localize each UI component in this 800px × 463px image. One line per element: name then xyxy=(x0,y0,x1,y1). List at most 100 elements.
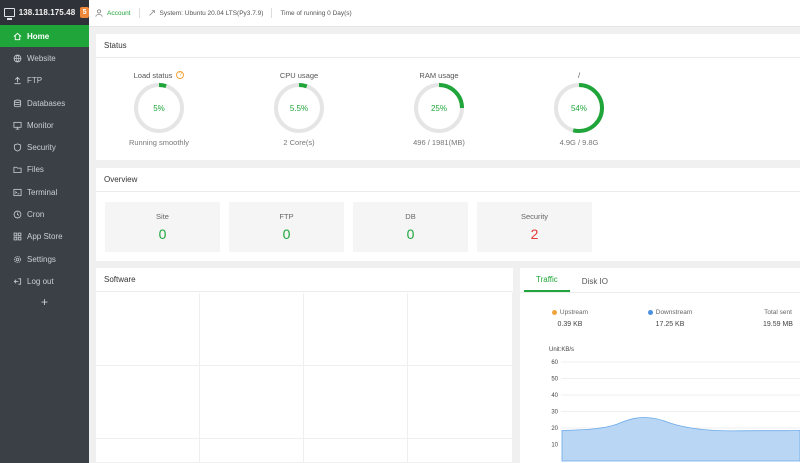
overview-card-db[interactable]: DB 0 xyxy=(353,202,468,252)
globe-icon xyxy=(12,53,22,63)
overview-card-label: FTP xyxy=(279,212,294,221)
gauge-2[interactable]: RAM usage 25% 496 / 1981(MB) xyxy=(394,70,484,148)
sidebar-item-label: Terminal xyxy=(27,187,58,197)
overview-card-value: 0 xyxy=(158,226,167,242)
software-grid xyxy=(96,293,513,463)
sidebar-item-label: Monitor xyxy=(27,120,54,130)
software-slot xyxy=(200,366,304,439)
user-icon xyxy=(95,9,103,17)
overview-card-label: Security xyxy=(520,212,549,221)
sidebar-item-files[interactable]: Files xyxy=(0,159,89,181)
y-tick-label: 20 xyxy=(551,426,558,432)
sidebar-item-label: Security xyxy=(27,143,56,153)
system-label: System: Ubuntu 20.04 LTS(Py3.7.9) xyxy=(159,9,264,17)
sidebar-item-label: Cron xyxy=(27,210,45,220)
sidebar: 138.118.175.48 5 Home Website FTP Databases… xyxy=(0,0,89,463)
overview-card-value: 2 xyxy=(530,226,539,242)
sidebar-item-databases[interactable]: Databases xyxy=(0,92,89,114)
database-icon xyxy=(12,98,22,108)
overview-card-value: 0 xyxy=(282,226,291,242)
system-info: System: Ubuntu 20.04 LTS(Py3.7.9) xyxy=(148,9,264,17)
overview-panel: Overview Site 0 FTP 0 DB 0 Security 2 xyxy=(96,168,800,261)
terminal-icon xyxy=(12,187,22,197)
software-slot xyxy=(408,439,513,463)
gauge-3[interactable]: / 54% 4.9G / 9.8G xyxy=(534,70,624,147)
software-title: Software xyxy=(96,268,513,292)
info-icon[interactable]: ? xyxy=(176,71,185,79)
traffic-stat-label: Total sent xyxy=(764,309,792,316)
traffic-stat-2: Total sent 19.59 MB xyxy=(738,309,800,328)
gauge-0[interactable]: Load status? 5% Running smoothly xyxy=(114,70,204,148)
software-slot xyxy=(304,293,408,366)
software-slot xyxy=(96,366,200,439)
gauge-ring: 5% xyxy=(132,81,186,135)
traffic-stat-1: Downstream 17.25 KB xyxy=(630,309,710,328)
gauge-value: 5% xyxy=(153,103,165,113)
gauge-label: / xyxy=(577,70,581,80)
monitor-icon xyxy=(12,120,22,130)
gauge-value: 5.5% xyxy=(289,103,309,113)
top-bar: Account System: Ubuntu 20.04 LTS(Py3.7.9… xyxy=(89,0,800,27)
gauge-subtext: Running smoothly xyxy=(128,138,190,147)
chart-unit-label: Unit:KB/s xyxy=(549,347,575,353)
sidebar-item-monitor[interactable]: Monitor xyxy=(0,114,89,136)
software-slot xyxy=(304,366,408,439)
traffic-stat-label: Upstream xyxy=(559,309,589,316)
traffic-stat-0: Upstream 0.39 KB xyxy=(530,309,610,328)
sidebar-item-security[interactable]: Security xyxy=(0,136,89,158)
traffic-stat-value: 0.39 KB xyxy=(557,321,583,328)
overview-card-label: DB xyxy=(405,212,416,221)
sidebar-item-label: Log out xyxy=(27,276,54,286)
software-slot xyxy=(96,293,200,366)
server-icon xyxy=(4,8,15,20)
y-tick-label: 30 xyxy=(551,410,558,416)
downstream-series-area xyxy=(561,417,800,462)
notification-badge[interactable]: 5 xyxy=(80,7,89,18)
shield-icon xyxy=(12,143,22,153)
upload-icon xyxy=(12,76,22,86)
gauge-value: 25% xyxy=(430,103,447,113)
sidebar-item-label: Website xyxy=(27,53,56,63)
tab-traffic[interactable]: Traffic xyxy=(524,275,570,292)
sidebar-item-settings[interactable]: Settings xyxy=(0,248,89,270)
legend-dot-icon xyxy=(551,310,557,315)
gauge-subtext: 2 Core(s) xyxy=(283,138,315,147)
gauge-value: 54% xyxy=(570,103,587,113)
sidebar-item-home[interactable]: Home xyxy=(0,25,89,48)
overview-card-security[interactable]: Security 2 xyxy=(477,202,592,252)
sidebar-item-label: Databases xyxy=(27,98,66,108)
gauge-1[interactable]: CPU usage 5.5% 2 Core(s) xyxy=(254,70,344,147)
legend-dot-icon xyxy=(647,310,653,315)
sidebar-item-terminal[interactable]: Terminal xyxy=(0,181,89,203)
account-link[interactable]: Account xyxy=(95,9,131,17)
logout-icon xyxy=(12,276,22,286)
overview-card-ftp[interactable]: FTP 0 xyxy=(229,202,344,252)
gauge-ring: 54% xyxy=(552,81,606,135)
software-slot xyxy=(408,366,513,439)
account-label: Account xyxy=(107,9,131,17)
sidebar-item-label: App Store xyxy=(27,232,63,242)
software-slot xyxy=(200,439,304,463)
divider xyxy=(271,8,273,18)
tab-disk-io[interactable]: Disk IO xyxy=(581,277,609,286)
add-menu-button[interactable]: + xyxy=(40,295,48,309)
overview-card-value: 0 xyxy=(406,226,415,242)
uptime-info: Time of running 0 Day(s) xyxy=(280,10,351,17)
sidebar-item-label: Home xyxy=(27,31,50,41)
sidebar-nav: Home Website FTP Databases Monitor Security Fi… xyxy=(0,25,89,293)
grid-icon xyxy=(12,232,22,242)
sidebar-item-app-store[interactable]: App Store xyxy=(0,226,89,248)
sidebar-item-ftp[interactable]: FTP xyxy=(0,70,89,92)
sidebar-item-label: Files xyxy=(27,165,44,175)
sidebar-item-label: FTP xyxy=(27,76,43,86)
overview-card-site[interactable]: Site 0 xyxy=(105,202,220,252)
clock-icon xyxy=(12,210,22,220)
gauge-label: RAM usage xyxy=(419,70,459,80)
sidebar-item-website[interactable]: Website xyxy=(0,47,89,69)
traffic-chart: 60 50 40 30 20 10 xyxy=(551,360,800,462)
sidebar-item-log-out[interactable]: Log out xyxy=(0,270,89,292)
software-slot xyxy=(304,439,408,463)
y-tick-label: 40 xyxy=(551,393,558,399)
overview-card-label: Site xyxy=(156,212,169,221)
sidebar-item-cron[interactable]: Cron xyxy=(0,203,89,225)
